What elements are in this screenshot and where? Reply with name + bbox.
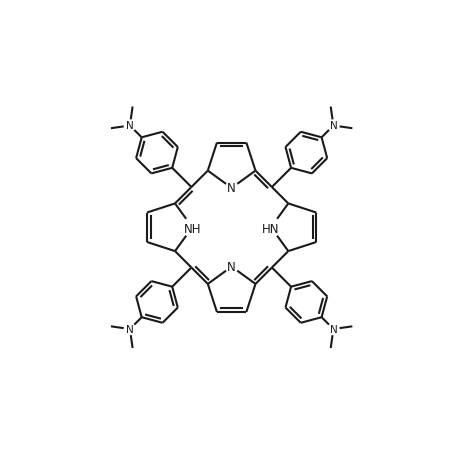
Text: N: N xyxy=(329,324,336,334)
Circle shape xyxy=(327,324,338,335)
Circle shape xyxy=(261,218,280,238)
Circle shape xyxy=(182,218,202,238)
Text: N: N xyxy=(227,261,235,273)
Text: N: N xyxy=(227,182,235,195)
Text: HN: HN xyxy=(262,222,279,235)
Circle shape xyxy=(225,182,237,195)
Text: N: N xyxy=(126,121,133,131)
Circle shape xyxy=(124,324,135,335)
Circle shape xyxy=(327,121,338,132)
Text: N: N xyxy=(329,121,336,131)
Text: N: N xyxy=(126,324,133,334)
Text: NH: NH xyxy=(183,222,201,235)
Circle shape xyxy=(225,261,237,273)
Circle shape xyxy=(124,121,135,132)
